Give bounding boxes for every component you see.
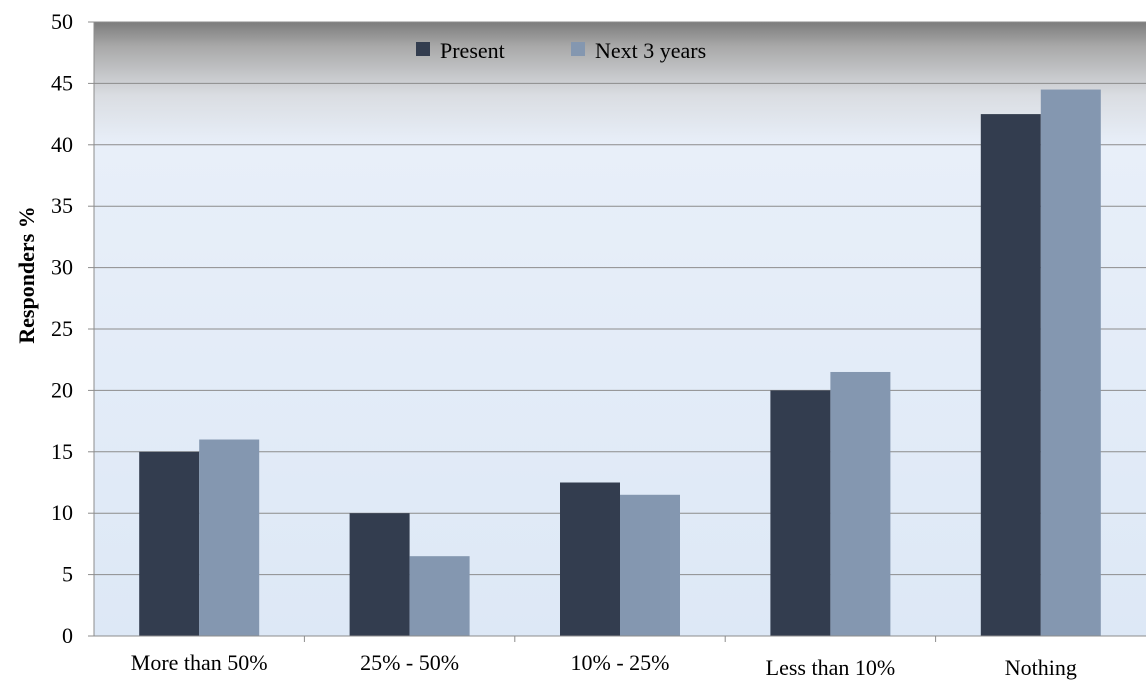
y-tick-label: 45	[51, 70, 73, 95]
y-axis-title: Responders %	[14, 206, 39, 344]
y-tick-label: 35	[51, 193, 73, 218]
axes	[88, 21, 1146, 642]
bars	[139, 89, 1101, 637]
bar-next-3-years	[620, 494, 680, 636]
y-tick-label: 10	[51, 500, 73, 525]
legend-label-present: Present	[440, 38, 505, 63]
legend-label-next-3-years: Next 3 years	[595, 38, 706, 63]
y-tick-label: 5	[62, 562, 73, 587]
y-tick-label: 50	[51, 9, 73, 34]
bar-present	[349, 513, 410, 636]
y-tick-label: 25	[51, 316, 73, 341]
legend-swatch-next-3-years	[571, 42, 585, 56]
legend: Present Next 3 years	[416, 38, 706, 63]
y-tick-label: 30	[51, 255, 73, 280]
bar-present	[560, 482, 620, 636]
x-tick-label: 25% - 50%	[360, 650, 459, 675]
bar-present	[980, 114, 1041, 637]
y-tick-label: 20	[51, 377, 73, 402]
bar-next-3-years	[1040, 89, 1101, 637]
bar-present	[139, 451, 200, 636]
bar-next-3-years	[409, 556, 470, 636]
x-tick-label: Less than 10%	[766, 655, 896, 680]
legend-swatch-present	[416, 42, 430, 56]
bar-present	[770, 390, 831, 636]
bar-next-3-years	[830, 371, 891, 636]
y-tick-labels: 0 5 10 15 20 25 30 35 40 45 50	[51, 9, 73, 648]
x-tick-label: Nothing	[1005, 655, 1077, 680]
y-tick-label: 40	[51, 132, 73, 157]
x-tick-label: 10% - 25%	[571, 650, 670, 675]
y-tick-label: 0	[62, 623, 73, 648]
bar-next-3-years	[199, 439, 260, 636]
x-tick-label: More than 50%	[131, 650, 268, 675]
y-tick-label: 15	[51, 439, 73, 464]
x-tick-labels: More than 50% 25% - 50% 10% - 25% Less than…	[131, 650, 1077, 680]
